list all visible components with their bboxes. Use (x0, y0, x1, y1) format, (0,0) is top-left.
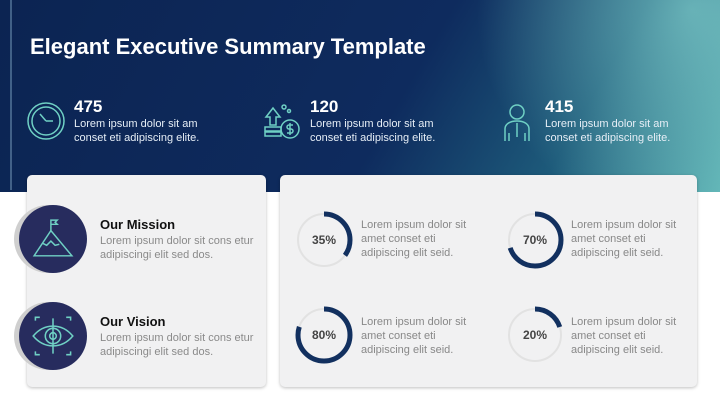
header-banner (0, 0, 720, 192)
ring-graphic (506, 306, 564, 364)
ring-label: 80% (311, 328, 337, 342)
ring-fill (295, 306, 353, 364)
ring-fill (506, 306, 564, 364)
progress-ring-3: 80% (294, 305, 354, 365)
stat-value: 475 (74, 97, 103, 116)
metric-text: Lorem ipsum dolor sit amet conset eti ad… (361, 219, 467, 259)
stat-2: 120 Lorem ipsum dolor sit am conset eti a… (262, 97, 460, 145)
mission-title: Our Mission (100, 217, 176, 232)
metric-text: Lorem ipsum dolor sit amet conset eti ad… (361, 316, 467, 356)
vision-block: Our Vision Lorem ipsum dolor sit cons et… (100, 314, 260, 359)
metric-text: Lorem ipsum dolor sit amet conset eti ad… (571, 219, 677, 259)
businessman-icon (504, 104, 530, 141)
vision-text: Lorem ipsum dolor sit cons etur adipisci… (100, 332, 254, 358)
ring-label: 20% (522, 328, 548, 342)
ring-graphic (295, 306, 353, 364)
ring-label: 35% (311, 233, 337, 247)
ring-label: 70% (522, 233, 548, 247)
mission-text: Lorem ipsum dolor sit cons etur adipisci… (100, 235, 254, 261)
stat-value: 120 (310, 97, 339, 116)
page-title: Elegant Executive Summary Template (30, 34, 426, 59)
accent-line (10, 0, 12, 190)
progress-ring-1: 35% (294, 210, 354, 270)
stat-text: Lorem ipsum dolor sit am conset eti adip… (310, 118, 436, 144)
stat-text: Lorem ipsum dolor sit am conset eti adip… (74, 118, 200, 144)
ring-fill (506, 211, 564, 269)
ring-fill (295, 211, 353, 269)
money-growth-icon (264, 104, 300, 139)
vision-badge (19, 302, 87, 370)
stat-text: Lorem ipsum dolor sit am conset eti adip… (545, 118, 671, 144)
vision-title: Our Vision (100, 314, 166, 329)
mission-badge (19, 205, 87, 273)
progress-ring-2: 70% (505, 210, 565, 270)
ring-graphic (295, 211, 353, 269)
stat-1: 475 Lorem ipsum dolor sit am conset eti a… (26, 97, 224, 145)
metric-text: Lorem ipsum dolor sit amet conset eti ad… (571, 316, 677, 356)
metrics-card (280, 175, 697, 387)
mission-block: Our Mission Lorem ipsum dolor sit cons e… (100, 217, 260, 262)
stat-value: 415 (545, 97, 574, 116)
eye-target-icon (32, 316, 74, 356)
clock-icon (27, 102, 65, 140)
mountain-flag-icon (32, 219, 74, 257)
ring-graphic (506, 211, 564, 269)
stat-3: 415 Lorem ipsum dolor sit am conset eti a… (497, 97, 695, 145)
progress-ring-4: 20% (505, 305, 565, 365)
